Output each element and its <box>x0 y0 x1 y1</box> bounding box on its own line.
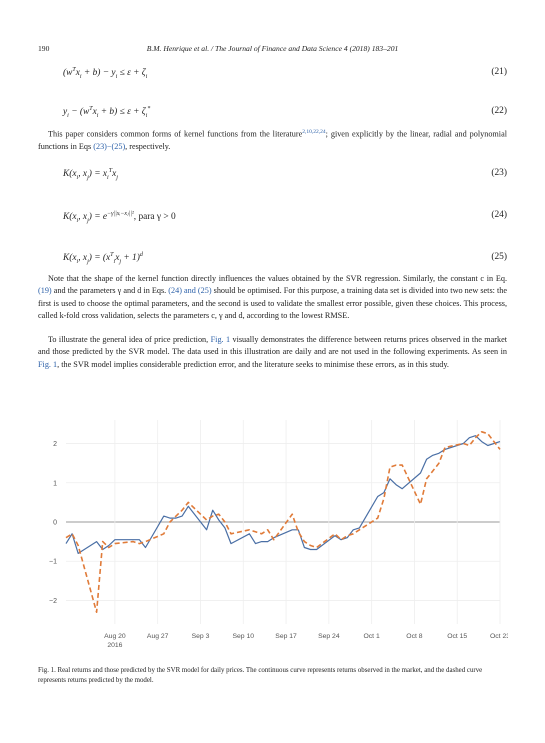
y-tick-label: 0 <box>53 520 57 527</box>
y-tick-label: 1 <box>53 480 57 487</box>
figure-caption: Fig. 1. Real returns and those predicted… <box>38 667 483 685</box>
x-tick-label: Aug 20 <box>104 633 126 640</box>
equation-25: K(xi, xj) = (xTixj + 1)d (25) <box>63 252 507 265</box>
observed-returns-line <box>65 435 501 554</box>
x-tick-label: Sep 24 <box>318 633 340 640</box>
figure-link[interactable]: Fig. 1 <box>38 359 58 369</box>
equation-number: (21) <box>491 67 507 77</box>
figure-link[interactable]: Fig. 1 <box>210 335 231 344</box>
x-tick-label: Aug 27 <box>147 633 169 640</box>
y-tick-label: −1 <box>49 559 57 566</box>
equation-link[interactable]: (24) and (25) <box>168 286 212 296</box>
equation-number: (23) <box>491 168 507 178</box>
x-tick-label: Oct 8 <box>406 633 422 640</box>
citation-link[interactable]: 2,10,22,24 <box>302 129 326 135</box>
equation-number: (25) <box>491 252 507 262</box>
paragraph-kernel-intro: This paper considers common forms of ker… <box>38 129 507 152</box>
equation-24: K(xi, xj) = e−γ||xᵢ−xⱼ||², para γ > 0 (2… <box>63 210 507 224</box>
x-tick-label: Sep 3 <box>192 633 210 640</box>
equation-22: yi − (wTxi + b) ≤ ε + ζi* (22) <box>63 106 507 119</box>
equation-link[interactable]: (19) <box>38 286 52 296</box>
equation-number: (24) <box>491 210 507 220</box>
y-tick-label: 2 <box>53 441 57 448</box>
equation-23: K(xi, xj) = xiTxj (23) <box>63 168 507 181</box>
x-tick-label: Oct 15 <box>447 633 467 640</box>
equation-number: (22) <box>491 106 507 116</box>
y-tick-label: −2 <box>49 598 57 605</box>
page-number: 190 <box>38 44 50 53</box>
x-tick-sublabel: 2016 <box>107 642 122 649</box>
x-tick-label: Sep 17 <box>275 633 297 640</box>
paragraph-price-prediction: To illustrate the general idea of price … <box>38 335 507 369</box>
x-tick-label: Sep 10 <box>232 633 254 640</box>
x-tick-label: Oct 23 <box>490 633 508 640</box>
predicted-returns-line <box>65 431 501 613</box>
equation-21: (wTxi + b) − yi ≤ ε + ζi (21) <box>63 67 507 80</box>
journal-running-title: B.M. Henrique et al. / The Journal of Fi… <box>146 44 399 53</box>
returns-line-chart: −2 −1 0 1 2 Aug 20 Aug 27 Sep 3 Sep 10 Sep 17 Sep … <box>49 420 508 649</box>
x-tick-label: Oct 1 <box>364 633 380 640</box>
paragraph-kernel-shape: Note that the shape of the kernel functi… <box>38 274 507 320</box>
equation-link[interactable]: (23)−(25) <box>93 142 126 152</box>
